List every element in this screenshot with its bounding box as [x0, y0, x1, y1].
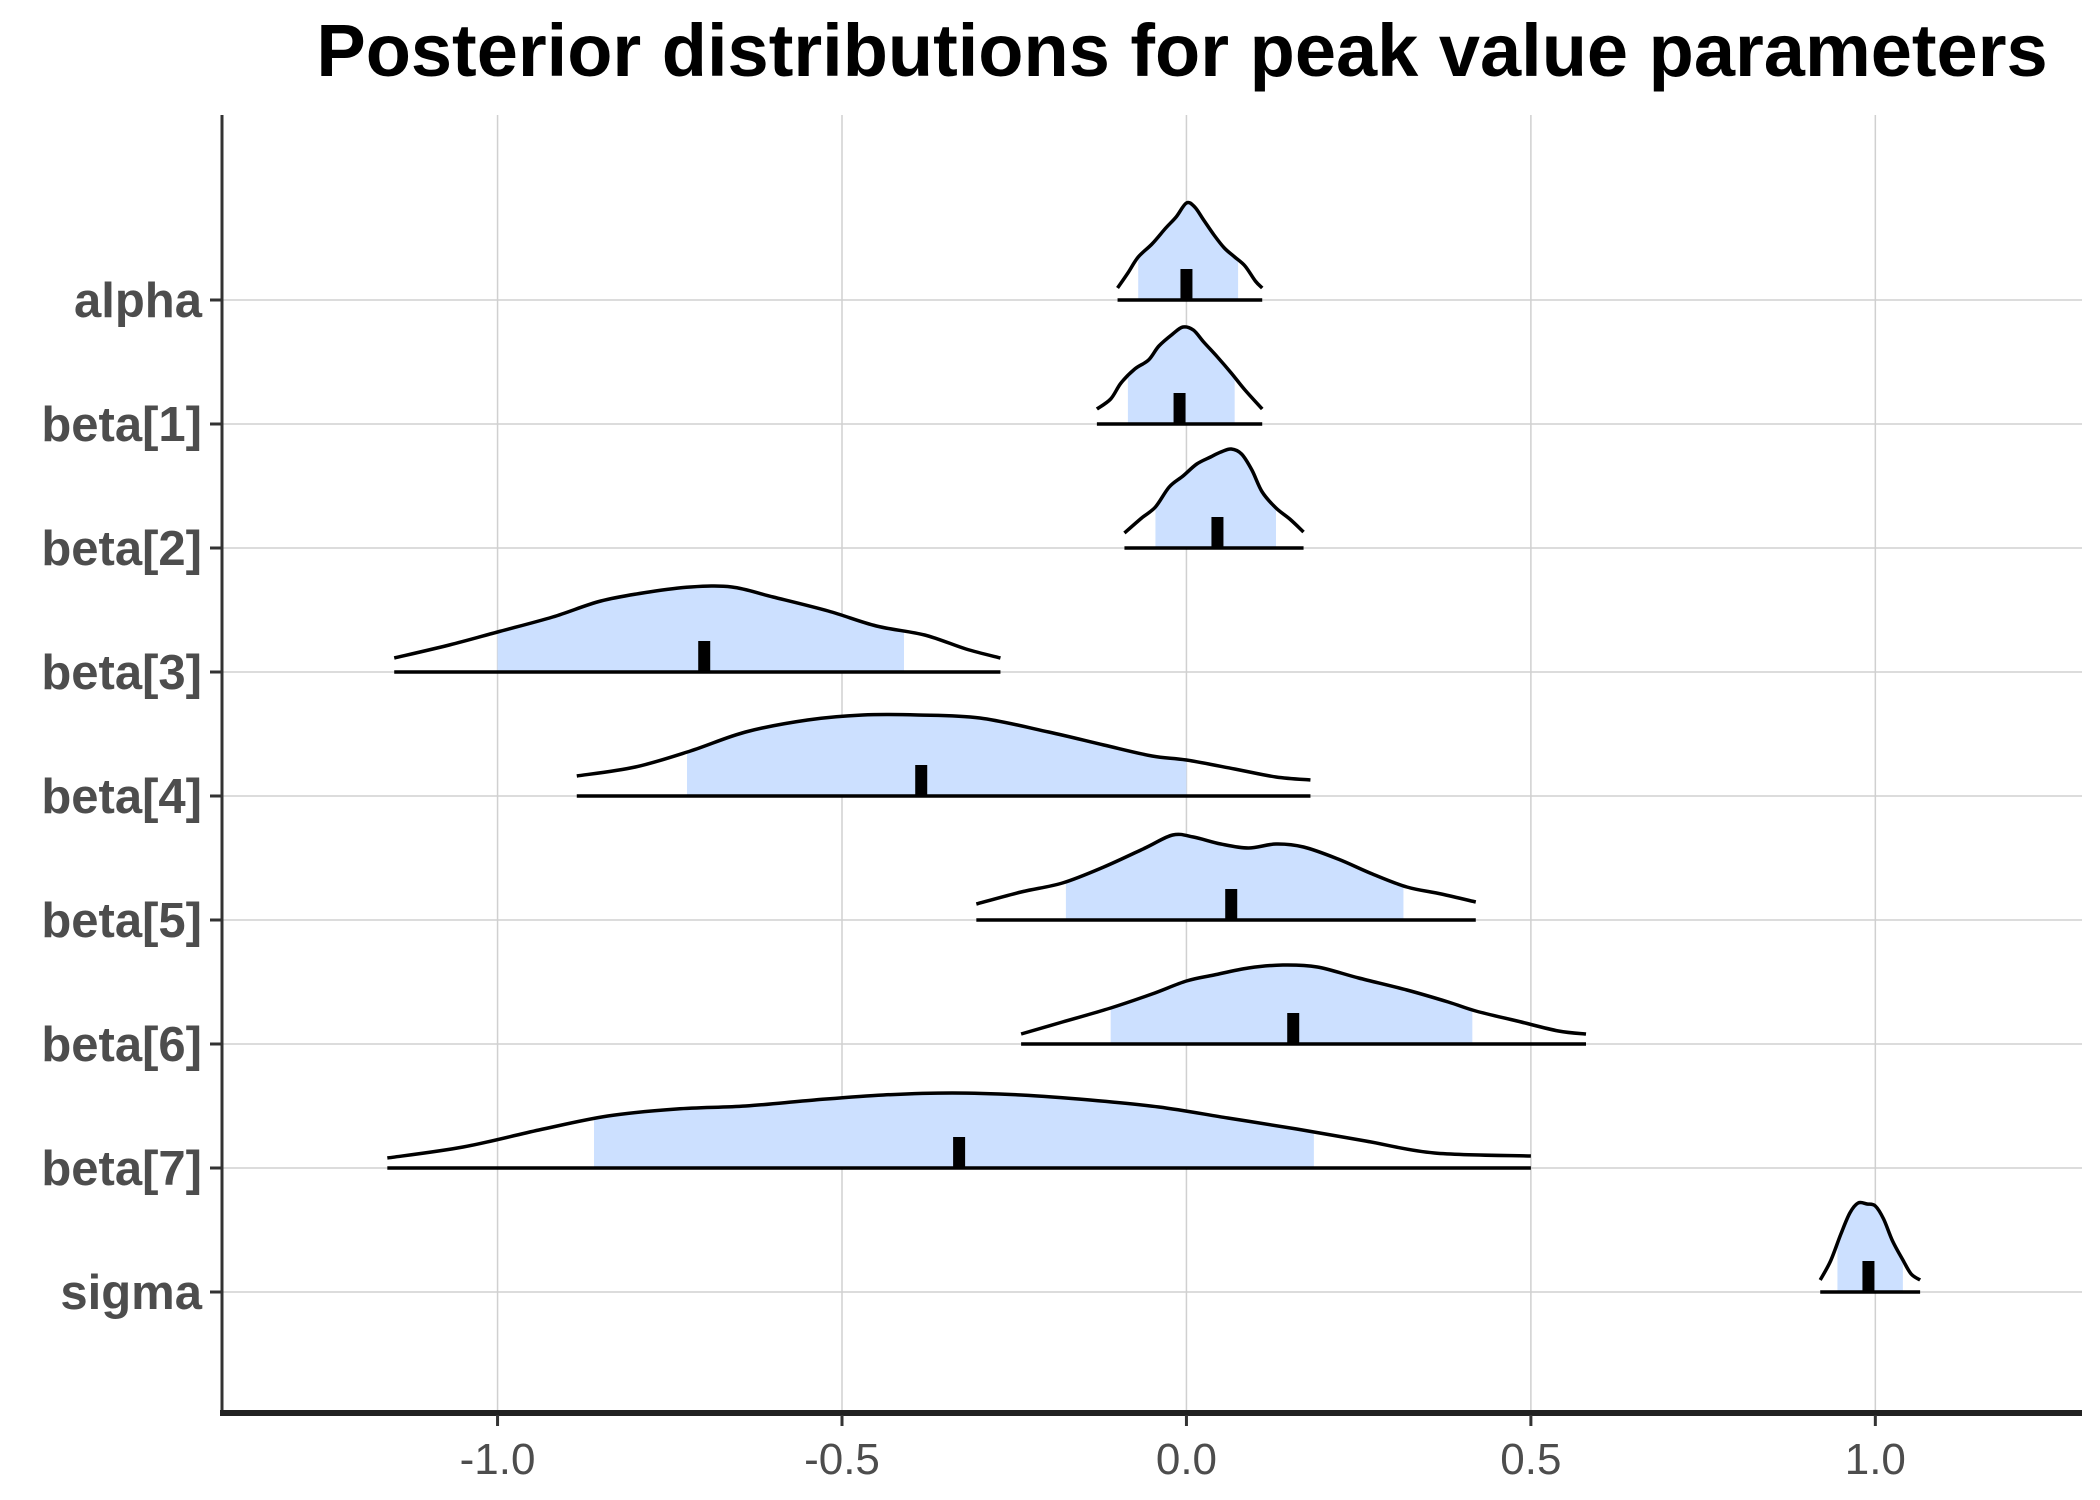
- y-tick-label: alpha: [74, 274, 203, 328]
- density-curve: [393, 584, 1001, 660]
- density-curve: [975, 832, 1477, 906]
- interval-area: [1837, 1203, 1903, 1292]
- density-curve: [1818, 1200, 1922, 1282]
- density-curve: [1095, 325, 1264, 411]
- median-marker: [1180, 269, 1193, 300]
- median-marker: [915, 765, 928, 796]
- interval-area: [1138, 203, 1239, 300]
- density-curve: [1020, 963, 1587, 1036]
- y-tick-label: beta[6]: [41, 1018, 202, 1072]
- x-tick-label: -1.0: [460, 1435, 536, 1484]
- median-marker: [698, 641, 711, 672]
- interval-area: [1065, 835, 1404, 920]
- median-marker: [1225, 889, 1238, 920]
- y-tick-label: beta[7]: [41, 1142, 202, 1196]
- y-tick-label: sigma: [60, 1266, 202, 1320]
- median-marker: [1211, 517, 1224, 548]
- density-curve: [1123, 447, 1305, 535]
- y-tick-label: beta[3]: [41, 646, 202, 700]
- y-tick-label: beta[1]: [41, 398, 202, 452]
- density-curve: [387, 1091, 1531, 1160]
- x-tick-label: 0.5: [1500, 1435, 1561, 1484]
- y-tick-label: beta[4]: [41, 770, 202, 824]
- interval-area: [1127, 327, 1235, 424]
- x-tick-label: 1.0: [1845, 1435, 1906, 1484]
- median-marker: [953, 1137, 966, 1168]
- x-tick-label: 0.0: [1156, 1435, 1217, 1484]
- density-curve: [1116, 200, 1264, 290]
- chart-title: Posterior distributions for peak value p…: [316, 9, 2048, 92]
- density-curve: [576, 712, 1311, 782]
- interval-area: [594, 1093, 1314, 1168]
- x-tick-label: -0.5: [804, 1435, 880, 1484]
- y-tick-label: beta[5]: [41, 894, 202, 948]
- y-tick-label: beta[2]: [41, 522, 202, 576]
- median-marker: [1173, 393, 1186, 424]
- median-marker: [1287, 1013, 1300, 1044]
- interval-area: [497, 587, 904, 672]
- median-marker: [1862, 1261, 1875, 1292]
